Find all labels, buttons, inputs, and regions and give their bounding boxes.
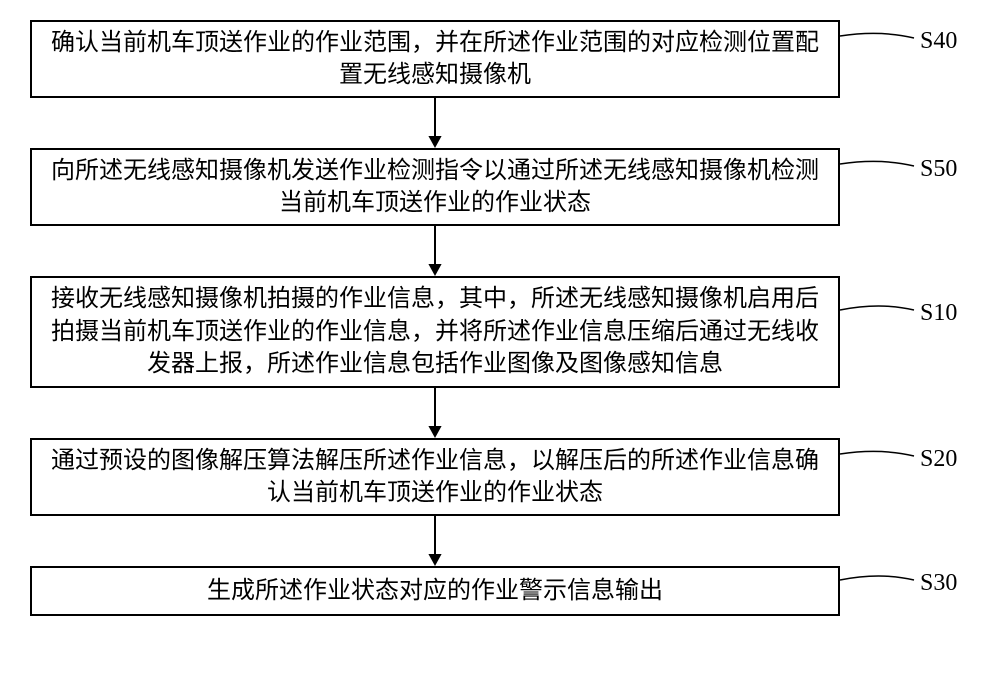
flow-arrow xyxy=(0,0,1000,678)
